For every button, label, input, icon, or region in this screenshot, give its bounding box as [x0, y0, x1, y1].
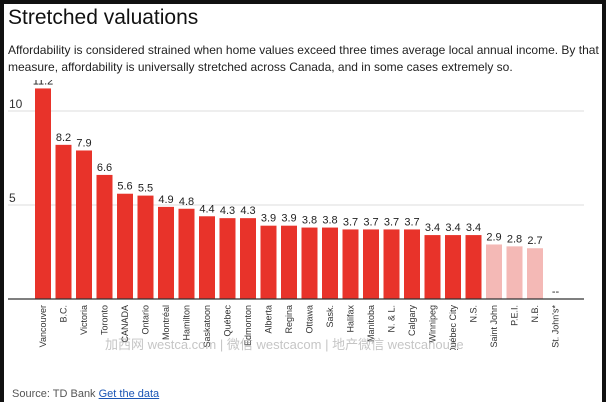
- value-label-1: 8.2: [56, 132, 71, 144]
- chart-footer: Source: TD Bank Get the data: [12, 388, 159, 400]
- value-label-25: --: [552, 286, 560, 298]
- category-label-10: Edmonton: [243, 305, 253, 346]
- y-tick-label-10: 10: [9, 97, 23, 111]
- bar-12: [281, 225, 297, 299]
- window-frame-left: [0, 0, 4, 402]
- category-label-11: Alberta: [264, 305, 274, 334]
- value-label-5: 5.5: [138, 183, 153, 195]
- bar-14: [322, 227, 338, 299]
- source-label: Source: TD Bank: [12, 388, 96, 400]
- category-label-0: Vancouver: [38, 305, 48, 347]
- value-label-7: 4.8: [179, 196, 194, 208]
- bar-19: [424, 235, 441, 299]
- category-label-20: Québec City: [448, 305, 458, 350]
- category-label-2: Victoria: [79, 305, 89, 335]
- category-label-14: Sask.: [325, 305, 335, 328]
- bar-18: [404, 229, 420, 299]
- category-label-18: Calgary: [407, 305, 417, 337]
- bar-1: [55, 144, 72, 299]
- category-label-6: Montréal: [161, 305, 171, 340]
- bar-5: [137, 195, 154, 299]
- chart-title: Stretched valuations: [8, 6, 199, 29]
- value-label-13: 3.8: [302, 215, 317, 227]
- category-label-15: Halifax: [346, 305, 356, 333]
- value-label-10: 4.3: [240, 205, 255, 217]
- category-label-8: Saskatoon: [202, 305, 212, 348]
- bar-22: [486, 244, 502, 299]
- bar-7: [178, 208, 195, 299]
- value-label-18: 3.7: [404, 216, 419, 228]
- value-label-3: 6.6: [97, 162, 112, 174]
- bar-11: [260, 225, 277, 299]
- category-label-9: Québec: [223, 305, 233, 337]
- value-label-16: 3.7: [363, 216, 378, 228]
- value-label-12: 3.9: [281, 213, 296, 225]
- chart-subtitle: Affordability is considered strained whe…: [8, 43, 599, 74]
- value-label-8: 4.4: [199, 203, 214, 215]
- category-label-16: Manitoba: [366, 305, 376, 342]
- value-label-19: 3.4: [425, 222, 440, 234]
- bar-2: [76, 150, 92, 299]
- value-label-17: 3.7: [384, 216, 399, 228]
- value-label-0: 11.2: [33, 80, 54, 87]
- category-label-23: P.E.I.: [510, 305, 520, 326]
- value-label-2: 7.9: [76, 137, 91, 149]
- category-label-17: N. & L.: [387, 305, 397, 333]
- bar-23: [506, 246, 523, 299]
- bar-17: [383, 229, 400, 299]
- value-label-23: 2.8: [507, 233, 522, 245]
- bar-13: [301, 227, 318, 299]
- bar-20: [445, 235, 461, 299]
- category-label-13: Ottawa: [305, 305, 315, 334]
- bar-6: [158, 206, 174, 299]
- value-label-15: 3.7: [343, 216, 358, 228]
- category-label-24: N.B.: [530, 305, 540, 323]
- category-label-25: St. John's*: [551, 305, 561, 348]
- bar-10: [240, 218, 256, 299]
- watermark-text: 加西网 westca.com | 微信 westcacom | 地产微信 wes…: [105, 337, 464, 352]
- value-label-22: 2.9: [486, 231, 501, 243]
- category-label-22: Saint John: [489, 305, 499, 348]
- bar-15: [342, 229, 359, 299]
- bar-4: [117, 193, 133, 299]
- category-label-1: B.C.: [59, 305, 69, 323]
- bar-3: [96, 174, 113, 299]
- category-label-5: Ontario: [141, 305, 151, 335]
- category-label-7: Hamilton: [182, 305, 192, 341]
- window-frame-right: [602, 0, 606, 402]
- value-label-11: 3.9: [261, 213, 276, 225]
- bar-8: [199, 216, 215, 299]
- bar-24: [527, 248, 543, 299]
- value-label-14: 3.8: [322, 215, 337, 227]
- category-label-4: CANADA: [120, 305, 130, 343]
- value-label-24: 2.7: [527, 235, 542, 247]
- bar-9: [219, 218, 236, 299]
- value-label-20: 3.4: [445, 222, 460, 234]
- value-label-9: 4.3: [220, 205, 235, 217]
- value-label-4: 5.6: [117, 181, 132, 193]
- bar-16: [363, 229, 379, 299]
- category-label-12: Regina: [284, 305, 294, 334]
- category-label-19: Winnipeg: [428, 305, 438, 343]
- category-label-21: N.S.: [469, 305, 479, 323]
- bar-0: [35, 88, 51, 299]
- bar-21: [465, 235, 482, 299]
- window-frame-top: [0, 0, 606, 4]
- bar-chart: 5 10 11.2 Vancouver 8.2 B.C. 7.9 Victoria 6.6 Tor…: [8, 80, 584, 350]
- category-label-3: Toronto: [100, 305, 110, 335]
- get-data-link[interactable]: Get the data: [98, 388, 160, 400]
- value-label-21: 3.4: [466, 222, 481, 234]
- value-label-6: 4.9: [158, 194, 173, 206]
- y-tick-label-5: 5: [9, 191, 16, 205]
